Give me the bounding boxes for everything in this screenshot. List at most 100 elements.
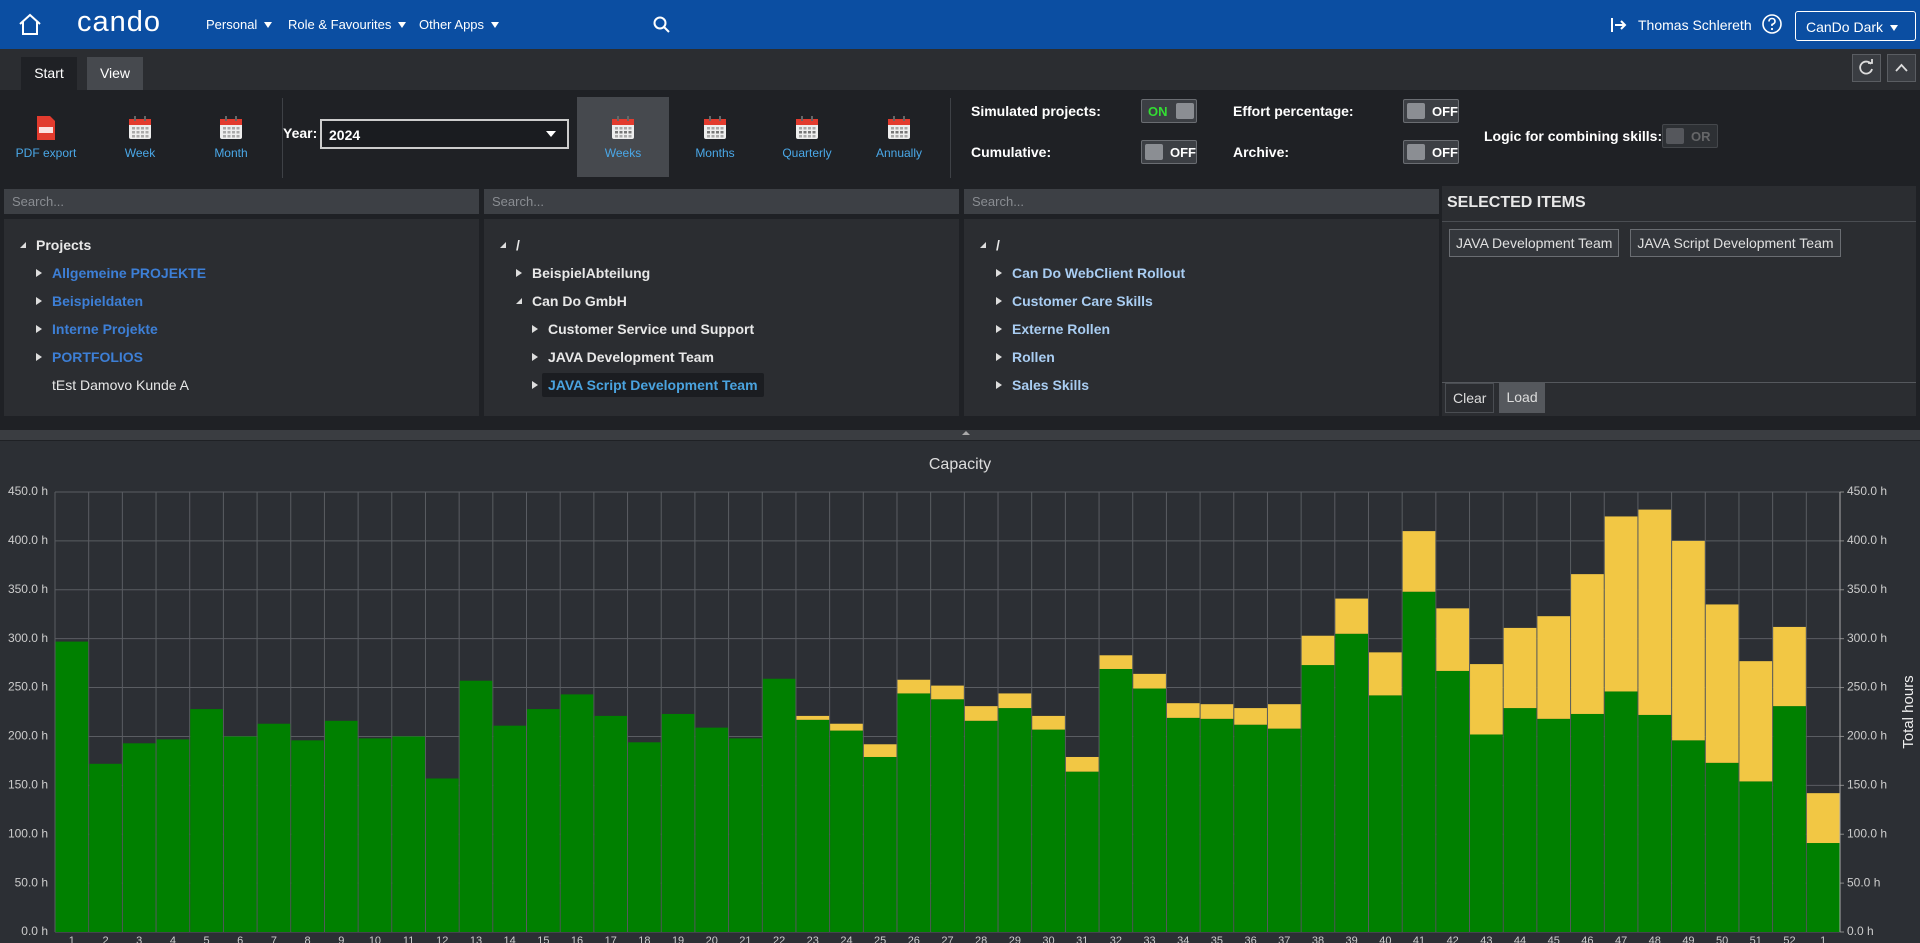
tree-toggle[interactable] [996, 269, 1002, 277]
tree-label[interactable]: Can Do WebClient Rollout [1012, 265, 1186, 281]
tree-row[interactable]: JAVA Development Team [484, 343, 959, 371]
tree-label[interactable]: PORTFOLIOS [52, 349, 143, 365]
tree-row[interactable]: Beispieldaten [4, 287, 479, 315]
splitter[interactable] [0, 430, 1920, 440]
tree-toggle[interactable] [500, 242, 506, 248]
tab-start[interactable]: Start [21, 57, 77, 90]
logo[interactable]: cando [77, 6, 162, 38]
search-icon[interactable] [652, 15, 672, 35]
tree-row[interactable]: Projects [4, 231, 479, 259]
bar-segment [1705, 762, 1739, 932]
icon-shape [236, 131, 240, 134]
tree-label[interactable]: Can Do GmbH [532, 293, 627, 309]
search-input[interactable]: Search... [484, 189, 959, 214]
selected-chip[interactable]: JAVA Script Development Team [1630, 229, 1841, 257]
menu-item[interactable]: Personal [206, 17, 272, 32]
toolbar-button[interactable]: PDF export [0, 97, 92, 177]
tree-toggle[interactable] [36, 325, 42, 333]
tree-label[interactable]: Customer Service und Support [548, 321, 755, 337]
tree-row[interactable]: PORTFOLIOS [4, 343, 479, 371]
toolbar-button[interactable]: Weeks [577, 97, 669, 177]
collapse-button[interactable] [1887, 54, 1916, 82]
icon-shape [891, 135, 894, 138]
tree-row[interactable]: Customer Service und Support [484, 315, 959, 343]
tree-row[interactable]: Rollen [964, 343, 1439, 371]
toggle[interactable]: OFF [1141, 140, 1197, 164]
tree-toggle[interactable] [36, 353, 42, 361]
tree-toggle[interactable] [996, 297, 1002, 305]
toggle[interactable]: ON [1141, 99, 1197, 123]
tree-row[interactable]: Sales Skills [964, 371, 1439, 399]
theme-select[interactable]: CanDo Dark [1795, 11, 1916, 41]
tree-toggle[interactable] [532, 353, 538, 361]
icon-shape [232, 131, 235, 134]
selected-button[interactable]: Clear [1445, 383, 1495, 413]
tree-row[interactable]: / [964, 231, 1439, 259]
tree-toggle[interactable] [996, 381, 1002, 389]
tree-row[interactable]: tEst Damovo Kunde A [4, 371, 479, 399]
menu-item[interactable]: Other Apps [419, 17, 499, 32]
icon-shape [627, 116, 629, 121]
x-tick-label: 16 [571, 935, 583, 943]
tree-label[interactable]: tEst Damovo Kunde A [52, 377, 189, 393]
tree-label[interactable]: Customer Care Skills [1012, 293, 1153, 309]
tree-label[interactable]: Interne Projekte [52, 321, 158, 337]
toolbar-button[interactable]: Months [669, 97, 761, 177]
tree-row[interactable]: Interne Projekte [4, 315, 479, 343]
tab-view[interactable]: View [87, 57, 143, 90]
tree-label[interactable]: Beispieldaten [52, 293, 144, 309]
theme-name: CanDo Dark [1806, 19, 1898, 35]
toolbar-button[interactable]: Week [94, 97, 186, 177]
tree-row[interactable]: JAVA Script Development Team [484, 371, 959, 399]
tree-label[interactable]: JAVA Development Team [548, 349, 714, 365]
tree-toggle[interactable] [516, 298, 522, 304]
toolbar-button[interactable]: Month [185, 97, 277, 177]
tree-row[interactable]: Allgemeine PROJEKTE [4, 259, 479, 287]
refresh-button[interactable] [1852, 54, 1881, 82]
tree-label[interactable]: Allgemeine PROJEKTE [52, 265, 207, 281]
tree-row[interactable]: Customer Care Skills [964, 287, 1439, 315]
toolbar-button[interactable]: Quarterly [761, 97, 853, 177]
selected-chip[interactable]: JAVA Development Team [1449, 229, 1620, 257]
bar-segment [1402, 531, 1436, 592]
toggle[interactable]: OR [1662, 124, 1718, 148]
tree-toggle[interactable] [516, 269, 522, 277]
tree-row[interactable]: BeispielAbteilung [484, 259, 959, 287]
year-select[interactable]: 2024 [320, 119, 569, 149]
tree-label[interactable]: Externe Rollen [1012, 321, 1111, 337]
tree-label[interactable]: Sales Skills [1012, 377, 1090, 393]
tree-toggle[interactable] [36, 297, 42, 305]
tree-toggle[interactable] [980, 242, 986, 248]
tree-row[interactable]: Can Do GmbH [484, 287, 959, 315]
search-input[interactable]: Search... [964, 189, 1439, 214]
help-icon[interactable] [1761, 13, 1783, 35]
tree-label[interactable]: / [996, 237, 1000, 253]
tree-label[interactable]: JAVA Script Development Team [542, 373, 764, 397]
selected-button[interactable]: Load [1499, 383, 1545, 413]
tree-row[interactable]: Can Do WebClient Rollout [964, 259, 1439, 287]
tree-label[interactable]: BeispielAbteilung [532, 265, 651, 281]
tree-row[interactable]: Externe Rollen [964, 315, 1439, 343]
tree-row[interactable]: / [484, 231, 959, 259]
x-tick-label: 29 [1009, 935, 1021, 943]
tree-label[interactable]: Rollen [1012, 349, 1055, 365]
logout-icon[interactable] [1610, 16, 1628, 34]
tree-label[interactable]: / [516, 237, 520, 253]
menu-item[interactable]: Role & Favourites [288, 17, 406, 32]
tree-toggle[interactable] [36, 269, 42, 277]
tree-toggle[interactable] [532, 381, 538, 389]
toggle[interactable]: OFF [1403, 140, 1459, 164]
tree-toggle[interactable] [996, 353, 1002, 361]
calendar-icon [220, 116, 242, 139]
search-input[interactable]: Search... [4, 189, 479, 214]
tree-label[interactable]: Projects [36, 237, 92, 253]
tree-toggle[interactable] [20, 242, 26, 248]
tree-toggle[interactable] [996, 325, 1002, 333]
icon-shape [141, 135, 144, 138]
toolbar-button[interactable]: Annually [853, 97, 945, 177]
toggle[interactable]: OFF [1403, 99, 1459, 123]
user-name[interactable]: Thomas Schlereth [1638, 17, 1752, 33]
home-icon[interactable] [17, 12, 43, 36]
tree-toggle[interactable] [532, 325, 538, 333]
x-tick-label: 46 [1581, 935, 1593, 943]
